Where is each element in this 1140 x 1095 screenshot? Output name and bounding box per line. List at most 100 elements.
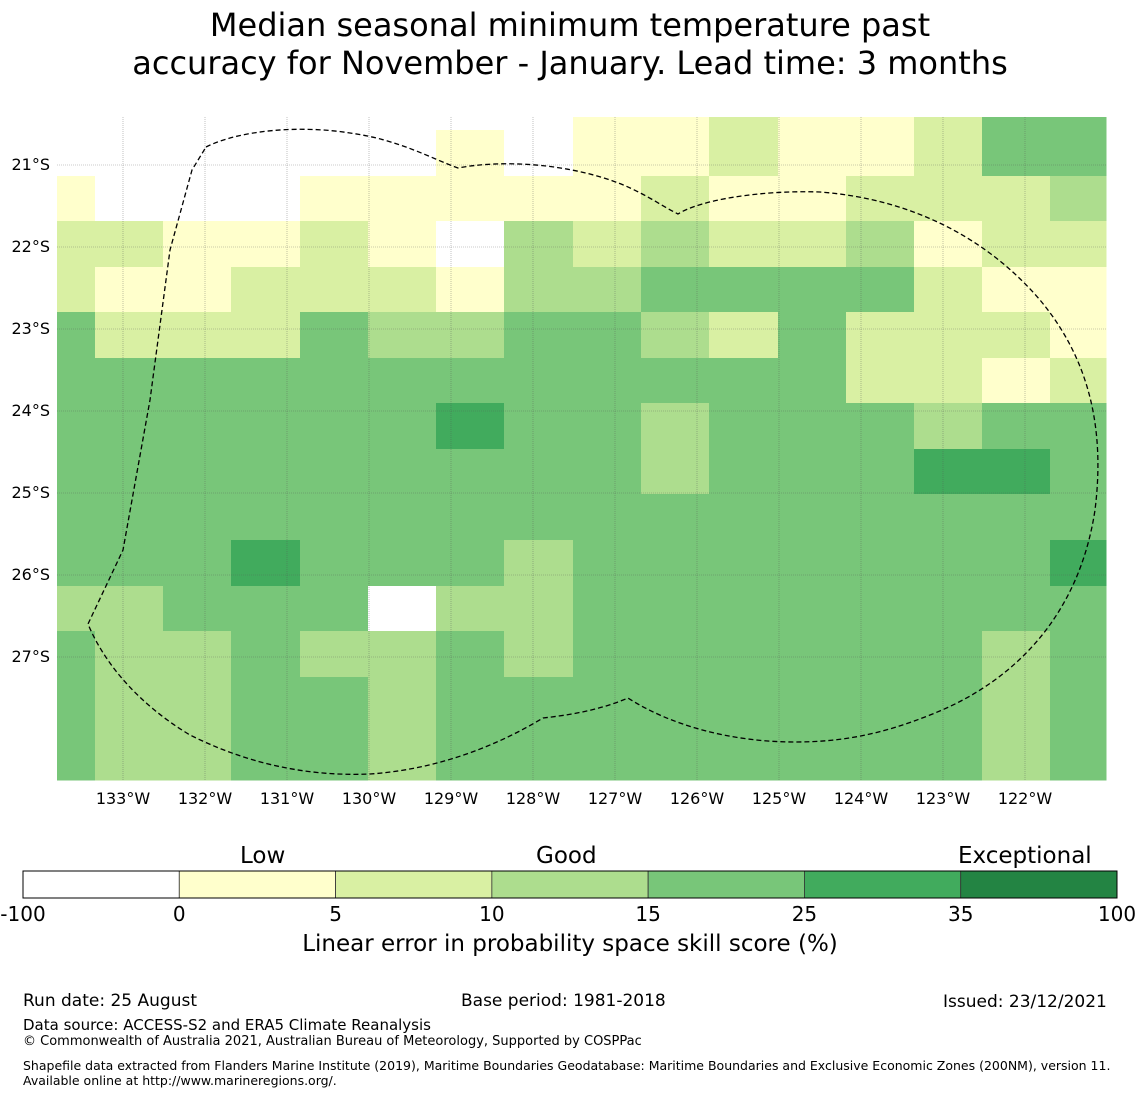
graticule xyxy=(57,117,1106,780)
grid-cell xyxy=(57,677,96,781)
grid-cell xyxy=(368,631,437,678)
grid-cell xyxy=(573,631,642,678)
grid-cell xyxy=(778,221,847,268)
grid-cell xyxy=(504,540,574,587)
grid-cell xyxy=(573,403,642,450)
grid-cell xyxy=(163,494,232,541)
grid-cell xyxy=(57,267,96,313)
grid-cell xyxy=(982,130,1051,177)
grid-cell xyxy=(573,117,642,131)
grid-cell xyxy=(1050,221,1107,268)
grid-cell xyxy=(436,586,505,632)
grid-cell xyxy=(300,586,369,632)
grid-cell xyxy=(95,677,164,781)
grid-cell xyxy=(300,221,369,268)
grid-cell xyxy=(436,221,505,268)
grid-cell xyxy=(1050,631,1107,678)
colorbar-segment xyxy=(178,870,336,899)
grid-cell xyxy=(231,176,301,222)
grid-cell xyxy=(231,403,301,450)
grid-cell xyxy=(982,449,1051,495)
grid-cell xyxy=(504,221,574,268)
grid-cell xyxy=(846,540,915,587)
grid-cell xyxy=(914,677,983,781)
grid-cell xyxy=(95,358,164,404)
grid-cell xyxy=(436,267,505,313)
grid-cell xyxy=(163,586,232,632)
grid-cell xyxy=(57,494,96,541)
grid-cell xyxy=(300,130,369,177)
grid-cell xyxy=(231,677,301,781)
grid-cell xyxy=(300,312,369,359)
longitude-label: 124°W xyxy=(833,789,889,808)
grid-cell xyxy=(641,494,710,541)
grid-cell xyxy=(1050,449,1107,495)
grid-cell xyxy=(368,221,437,268)
grid-cell xyxy=(846,403,915,450)
grid-cell xyxy=(95,586,164,632)
grid-cell xyxy=(709,176,779,222)
grid-cell xyxy=(436,130,505,177)
latitude-label: 24°S xyxy=(11,401,50,420)
longitude-label: 129°W xyxy=(423,789,479,808)
grid-cell xyxy=(982,117,1051,131)
grid-cell xyxy=(778,358,847,404)
grid-cell xyxy=(914,117,983,131)
grid-cell xyxy=(436,358,505,404)
grid-cell xyxy=(231,449,301,495)
grid-cell xyxy=(368,403,437,450)
grid-cell xyxy=(846,358,915,404)
grid-cell xyxy=(641,677,710,781)
longitude-label: 122°W xyxy=(997,789,1053,808)
grid-cell xyxy=(368,130,437,177)
grid-cell xyxy=(504,117,574,131)
colorbar-tick-label: 0 xyxy=(172,902,186,926)
grid-cell xyxy=(163,358,232,404)
grid-cell xyxy=(641,130,710,177)
grid-cell xyxy=(504,312,574,359)
grid-cell xyxy=(1050,267,1107,313)
grid-cell xyxy=(57,221,96,268)
grid-cell xyxy=(504,586,574,632)
run-date: Run date: 25 August xyxy=(23,991,197,1011)
grid-cell xyxy=(709,631,779,678)
grid-cell xyxy=(231,586,301,632)
grid-cell xyxy=(982,586,1051,632)
grid-cell xyxy=(436,494,505,541)
grid-cell xyxy=(982,221,1051,268)
colorbar-tick-label: 25 xyxy=(791,902,818,926)
grid-cell xyxy=(95,403,164,450)
latitude-label: 21°S xyxy=(11,155,50,174)
grid-cell xyxy=(231,494,301,541)
grid-cell xyxy=(982,358,1051,404)
grid-cell xyxy=(573,312,642,359)
latitude-label: 26°S xyxy=(11,565,50,584)
grid-cell xyxy=(436,176,505,222)
grid-cell xyxy=(641,358,710,404)
grid-cell xyxy=(163,130,232,177)
grid-cell xyxy=(846,449,915,495)
longitude-label: 123°W xyxy=(915,789,971,808)
grid-cell xyxy=(368,586,437,632)
grid-cell xyxy=(914,494,983,541)
grid-cell xyxy=(709,677,779,781)
grid-cell xyxy=(846,130,915,177)
grid-cell xyxy=(504,677,574,781)
grid-cell xyxy=(778,494,847,541)
grid-cell xyxy=(573,586,642,632)
grid-cell xyxy=(778,176,847,222)
longitude-label: 127°W xyxy=(587,789,643,808)
issued-date: Issued: 23/12/2021 xyxy=(943,992,1107,1012)
grid-cell xyxy=(778,267,847,313)
grid-cell xyxy=(1050,494,1107,541)
grid-cell xyxy=(436,312,505,359)
grid-cell xyxy=(504,449,574,495)
colorbar xyxy=(22,870,1118,899)
category-low: Low xyxy=(240,843,286,869)
grid-cell xyxy=(300,631,369,678)
colorbar-tick-label: 15 xyxy=(635,902,661,926)
grid-cell xyxy=(1050,130,1107,177)
title-line-1: Median seasonal minimum temperature past xyxy=(209,6,931,44)
grid-cell xyxy=(982,540,1051,587)
grid-cell xyxy=(95,176,164,222)
